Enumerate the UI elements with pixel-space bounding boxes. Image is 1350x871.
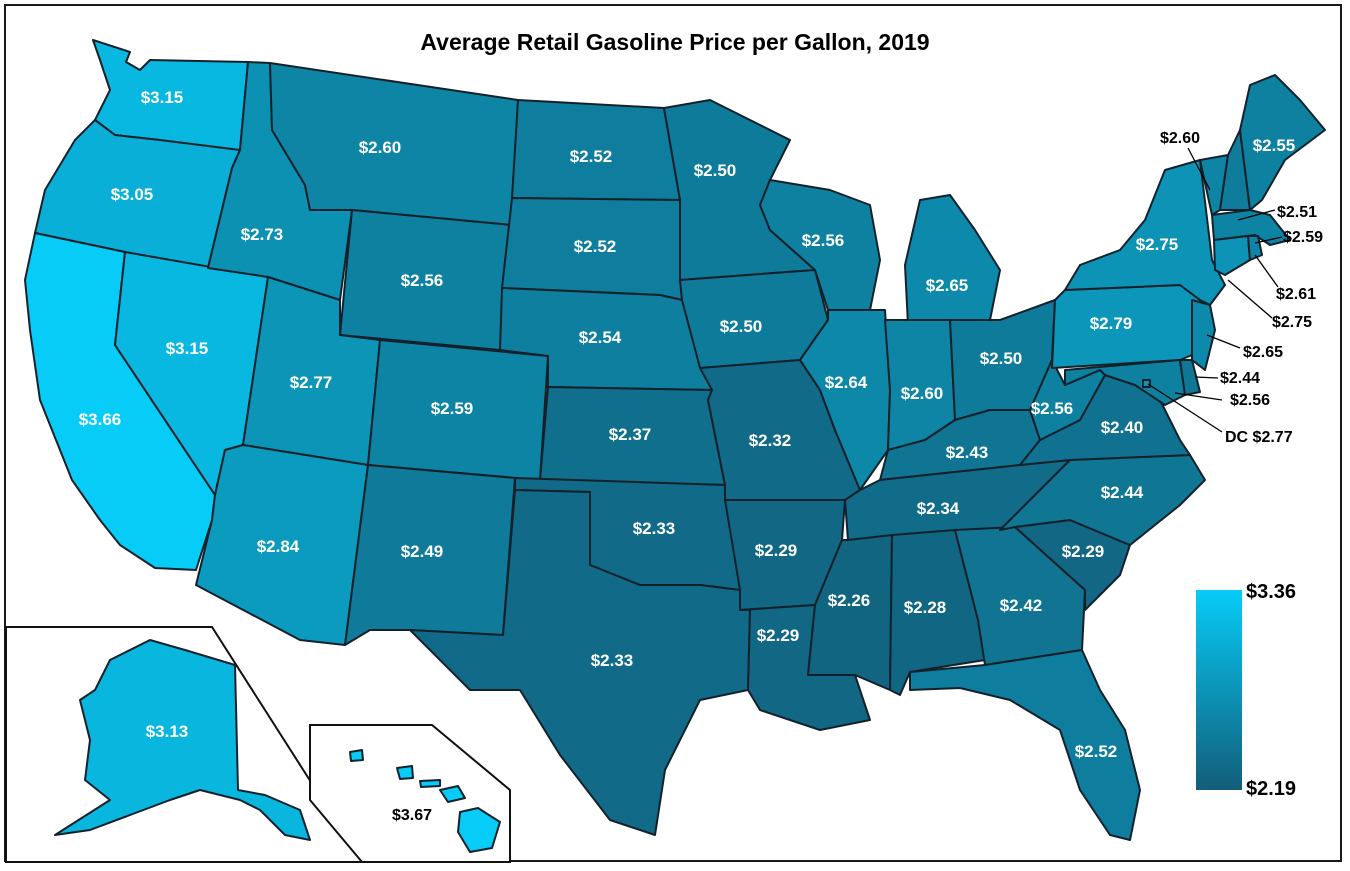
label-il: $2.64	[825, 373, 868, 392]
state-nc[interactable]	[999, 454, 1206, 546]
state-ri[interactable]	[1247, 235, 1263, 261]
label-mi: $2.65	[926, 276, 969, 295]
label-ak: $3.13	[146, 722, 189, 741]
label-la: $2.29	[757, 626, 800, 645]
label-ri: $2.61	[1276, 286, 1316, 303]
legend-min-label: $2.19	[1246, 778, 1296, 800]
label-az: $2.84	[257, 537, 300, 556]
state-hi-oahu[interactable]	[396, 765, 414, 780]
label-co: $2.59	[431, 399, 474, 418]
leader-dc	[1147, 383, 1223, 433]
label-al: $2.28	[904, 598, 947, 617]
label-mn: $2.50	[694, 161, 737, 180]
label-md: $2.56	[1230, 392, 1270, 409]
state-ny[interactable]	[1064, 159, 1226, 306]
label-ks: $2.37	[609, 425, 652, 444]
hawaii-inset	[309, 724, 511, 863]
label-nj: $2.65	[1243, 344, 1283, 361]
leader-de	[1194, 376, 1219, 379]
leader-md	[1174, 392, 1223, 401]
state-mi[interactable]	[904, 194, 1001, 326]
alaska-inset	[5, 626, 364, 863]
state-hi-maui[interactable]	[439, 785, 466, 803]
value-labels: $3.15 $3.05 $3.66 $3.15 $2.73 $2.60 $2.5…	[79, 88, 1323, 824]
state-dc[interactable]	[1142, 379, 1151, 388]
label-nh: $2.51	[1277, 204, 1317, 221]
states-layer	[24, 39, 1326, 841]
label-ky: $2.43	[946, 443, 989, 462]
label-wa: $3.15	[141, 88, 184, 107]
state-hi-molokai[interactable]	[419, 779, 441, 788]
state-ak[interactable]	[54, 639, 311, 841]
label-ga: $2.42	[1000, 596, 1043, 615]
label-nv: $3.15	[166, 339, 209, 358]
state-hi-kauai[interactable]	[349, 749, 364, 762]
label-ct: $2.75	[1272, 314, 1312, 331]
legend-gradient-bar	[1196, 590, 1242, 790]
label-pa: $2.79	[1090, 314, 1133, 333]
label-or: $3.05	[111, 185, 154, 204]
label-mt: $2.60	[359, 138, 402, 157]
label-sc: $2.29	[1062, 542, 1105, 561]
label-nm: $2.49	[401, 542, 444, 561]
leader-lines	[1147, 147, 1283, 433]
label-hi: $3.67	[392, 807, 432, 824]
label-wy: $2.56	[401, 271, 444, 290]
label-fl: $2.52	[1075, 742, 1118, 761]
label-vt: $2.60	[1160, 130, 1200, 147]
leader-ri	[1254, 254, 1279, 288]
color-legend: $3.36 $2.19	[1196, 581, 1296, 800]
label-dc: DC $2.77	[1225, 429, 1293, 446]
label-nc: $2.44	[1101, 483, 1144, 502]
leader-ma	[1254, 236, 1283, 244]
label-ia: $2.50	[720, 317, 763, 336]
label-ok: $2.33	[633, 519, 676, 538]
label-in: $2.60	[901, 384, 944, 403]
leader-nh	[1237, 209, 1276, 221]
label-nd: $2.52	[570, 147, 613, 166]
state-de[interactable]	[1179, 359, 1201, 396]
label-ne: $2.54	[579, 328, 622, 347]
label-sd: $2.52	[574, 237, 617, 256]
state-me[interactable]	[1239, 74, 1326, 211]
label-tn: $2.34	[917, 499, 960, 518]
leader-nj	[1206, 334, 1241, 349]
state-fl[interactable]	[909, 649, 1141, 841]
label-mo: $2.32	[749, 431, 792, 450]
label-ny: $2.75	[1136, 235, 1179, 254]
label-ar: $2.29	[755, 541, 798, 560]
label-de: $2.44	[1220, 370, 1260, 387]
label-wv: $2.56	[1031, 399, 1074, 418]
label-me: $2.55	[1253, 136, 1296, 155]
legend-max-label: $3.36	[1246, 581, 1296, 603]
leader-vt	[1187, 147, 1211, 191]
label-tx: $2.33	[591, 651, 634, 670]
state-hi-big-island[interactable]	[457, 807, 501, 853]
label-ut: $2.77	[290, 373, 333, 392]
label-ms: $2.26	[828, 591, 871, 610]
label-id: $2.73	[241, 225, 284, 244]
label-ca: $3.66	[79, 410, 122, 429]
map-title: Average Retail Gasoline Price per Gallon…	[420, 29, 929, 55]
state-nj[interactable]	[1191, 299, 1216, 371]
label-wi: $2.56	[802, 231, 845, 250]
state-tx[interactable]	[409, 489, 751, 836]
label-oh: $2.50	[980, 349, 1023, 368]
state-ct[interactable]	[1213, 235, 1251, 276]
label-va: $2.40	[1101, 418, 1144, 437]
label-ma: $2.59	[1283, 229, 1323, 246]
leader-ct	[1227, 279, 1273, 319]
